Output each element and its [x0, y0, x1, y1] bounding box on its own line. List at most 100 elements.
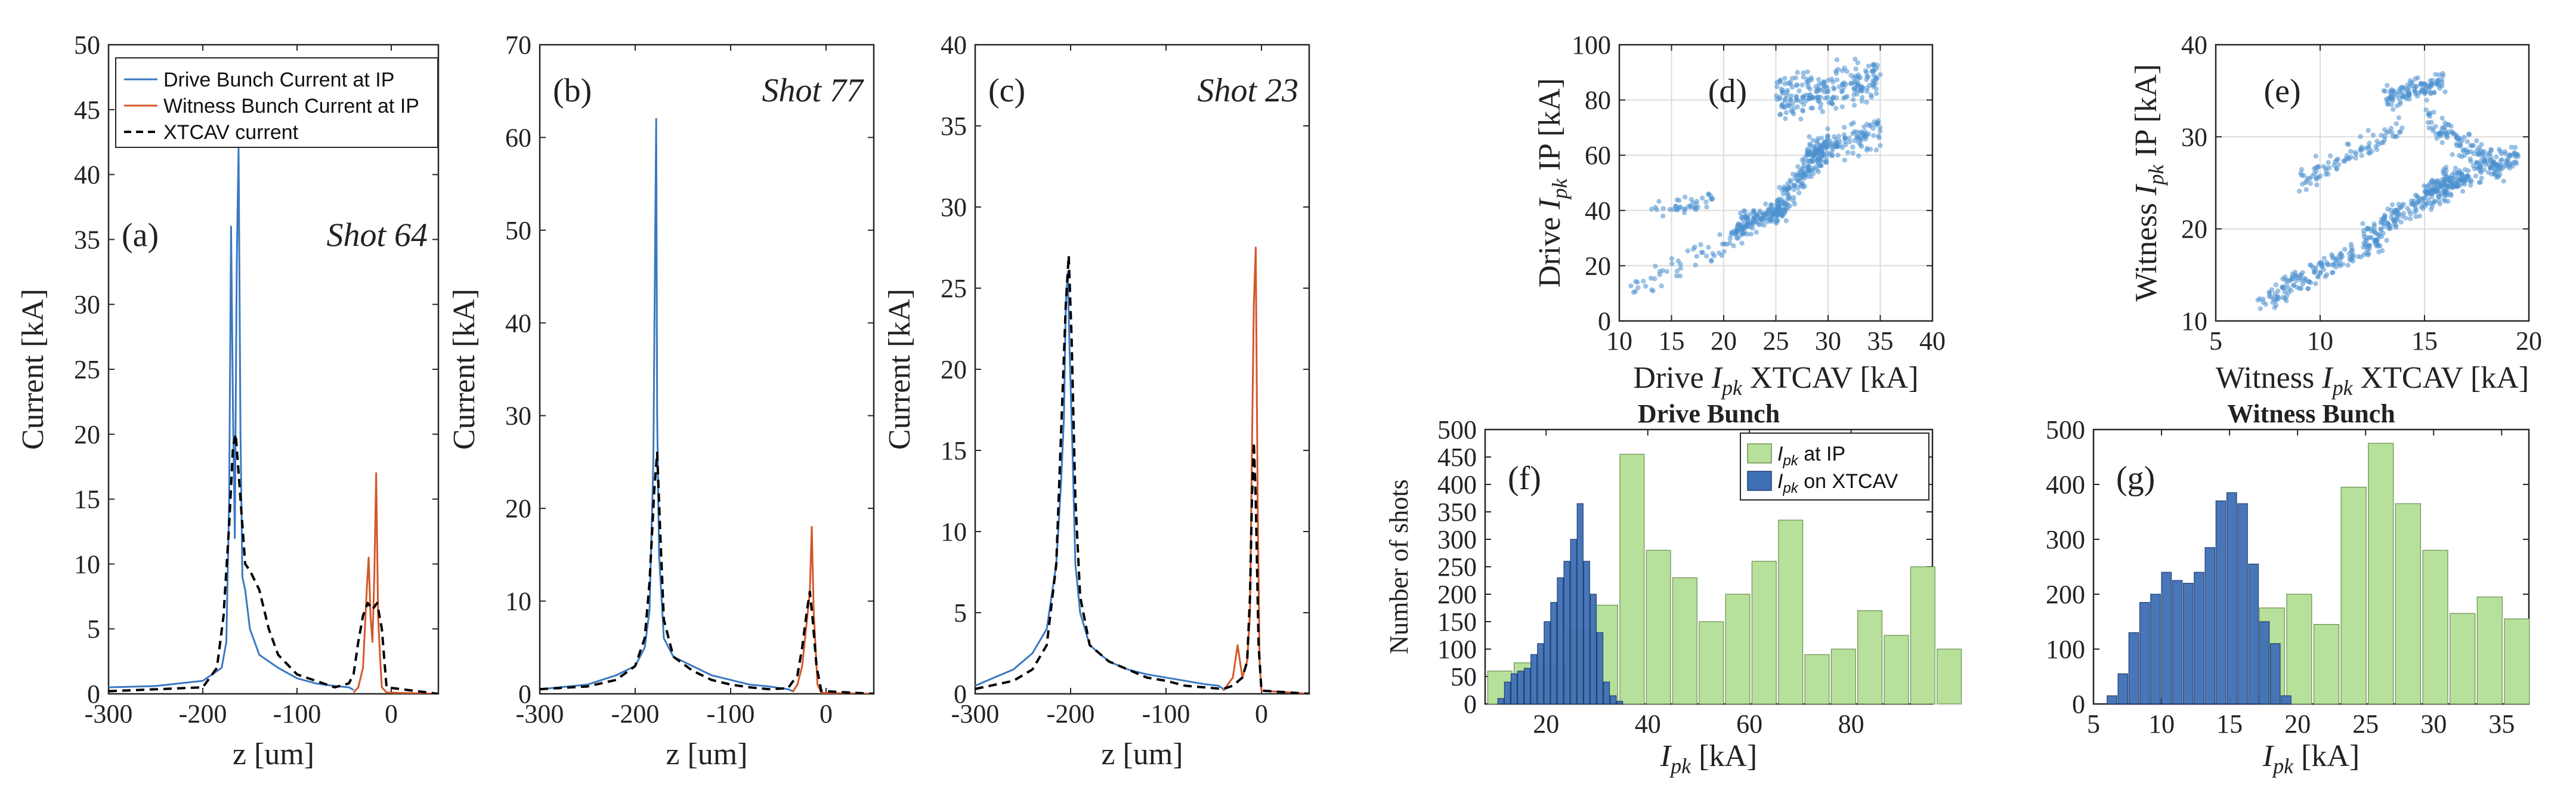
scatter-point-e — [2385, 206, 2391, 212]
scatter-point-e — [2371, 221, 2377, 227]
scatter-point-e — [2360, 221, 2365, 226]
scatter-point-d — [1819, 163, 1824, 168]
scatter-point-d — [1736, 221, 1741, 227]
bar-g-0-10 — [2368, 443, 2394, 705]
scatter-point-d — [1685, 248, 1690, 254]
scatter-point-d — [1791, 183, 1797, 189]
ytick-label-f-3: 150 — [1437, 607, 1477, 637]
scatter-point-d — [1839, 145, 1845, 150]
scatter-point-d — [1750, 226, 1755, 231]
xlabel-e-prefix: Witness — [2216, 361, 2322, 395]
series-line-b-2 — [540, 451, 874, 694]
ytick-label-e-2: 30 — [2181, 122, 2207, 152]
scatter-point-d — [1782, 105, 1787, 110]
scatter-point-d — [1751, 220, 1756, 226]
scatter-point-e — [2389, 102, 2394, 107]
scatter-point-d — [1774, 212, 1780, 218]
scatter-point-d — [1737, 211, 1743, 216]
scatter-point-d — [1808, 143, 1813, 148]
scatter-point-d — [1834, 57, 1840, 63]
panel-label-b: (b) — [553, 72, 592, 109]
bar-g-1-7 — [2183, 582, 2194, 705]
scatter-point-e — [2287, 278, 2293, 283]
scatter-point-e — [2462, 167, 2468, 172]
scatter-point-e — [2395, 92, 2400, 97]
scatter-point-e — [2423, 107, 2429, 113]
scatter-point-e — [2333, 256, 2339, 261]
scatter-point-e — [2367, 140, 2372, 146]
scatter-point-e — [2461, 147, 2466, 153]
ytick-label-f-9: 450 — [1437, 443, 1477, 472]
scatter-point-d — [1847, 135, 1852, 141]
scatter-point-d — [1677, 273, 1683, 279]
scatter-point-d — [1782, 187, 1788, 193]
bar-f-1-3 — [1517, 671, 1524, 705]
scatter-point-e — [2509, 144, 2514, 150]
scatter-point-d — [1863, 68, 1869, 73]
scatter-point-d — [1791, 187, 1797, 193]
scatter-point-e — [2263, 301, 2269, 307]
scatter-point-d — [1856, 153, 1861, 159]
bar-f-0-15 — [1884, 635, 1909, 705]
ylabel-b: Current [kA] — [447, 289, 481, 450]
scatter-point-e — [2349, 248, 2355, 253]
xtick-label-g-0: 5 — [2087, 709, 2100, 739]
panel-a: -300 -200 -100 0 0 5 10 15 20 25 30 35 40 45 50 (a) Shot… — [16, 30, 440, 771]
scatter-point-e — [2442, 89, 2448, 95]
scatter-point-d — [1745, 221, 1751, 226]
scatter-point-d — [1809, 77, 1814, 83]
ytick-label-b-2: 20 — [505, 494, 531, 523]
scatter-point-e — [2299, 166, 2305, 172]
scatter-point-e — [2408, 81, 2414, 86]
bar-f-1-6 — [1537, 643, 1544, 705]
scatter-point-d — [1758, 215, 1764, 221]
panel-b: -300 -200 -100 0 0 10 20 30 40 50 60 70 (b) Shot 77 z … — [447, 30, 875, 771]
bar-f-0-7 — [1672, 577, 1697, 705]
scatter-point-d — [1664, 268, 1669, 274]
scatter-point-e — [2314, 177, 2319, 182]
xlabel-c: z [um] — [1101, 737, 1183, 771]
scatter-point-d — [1641, 279, 1646, 284]
scatter-point-d — [1834, 77, 1840, 82]
ytick-label-d-4: 80 — [1585, 86, 1611, 115]
bar-g-0-7 — [2286, 594, 2312, 705]
panel-label-g: (g) — [2116, 460, 2155, 497]
scatter-point-d — [1793, 98, 1799, 103]
scatter-point-e — [2476, 165, 2482, 170]
scatter-point-e — [2456, 178, 2461, 184]
bar-f-0-12 — [1804, 654, 1830, 705]
scatter-point-d — [1782, 203, 1788, 209]
scatter-point-e — [2348, 149, 2354, 154]
scatter-point-e — [2364, 250, 2369, 256]
scatter-point-d — [1798, 116, 1804, 122]
scatter-point-d — [1810, 167, 1815, 173]
scatter-point-d — [1858, 84, 1864, 89]
scatter-point-e — [2382, 212, 2388, 218]
scatter-point-d — [1831, 85, 1836, 91]
scatter-point-e — [2317, 270, 2323, 275]
bar-g-1-2 — [2128, 632, 2139, 705]
scatter-point-d — [1804, 79, 1810, 85]
scatter-point-d — [1855, 84, 1860, 89]
scatter-point-d — [1833, 95, 1839, 100]
scatter-point-e — [2399, 125, 2405, 131]
scatter-point-d — [1839, 68, 1845, 73]
scatter-point-e — [2439, 140, 2445, 146]
scatter-point-d — [1709, 196, 1715, 201]
scatter-point-d — [1848, 81, 1854, 87]
xlabel-f: Ipk [kA] — [1660, 739, 1758, 778]
scatter-point-d — [1864, 88, 1870, 94]
hist-legend-swatch-1 — [1747, 471, 1772, 491]
xtick-label-d-3: 25 — [1763, 326, 1789, 356]
scatter-point-d — [1792, 201, 1798, 207]
panel-g: 5 10 15 20 25 30 35 0 100 200 300 400 500 Witness Bun… — [2046, 399, 2530, 778]
ytick-label-b-6: 60 — [505, 123, 531, 152]
scatter-point-e — [2426, 197, 2431, 203]
xtick-label-b-2: -100 — [707, 699, 755, 728]
panel-label-a: (a) — [122, 217, 159, 254]
scatter-point-e — [2512, 150, 2517, 155]
xlabel-g-suffix: [kA] — [2293, 739, 2359, 773]
ytick-label-g-4: 400 — [2046, 470, 2085, 499]
scatter-point-d — [1858, 88, 1864, 94]
bar-g-1-5 — [2161, 572, 2172, 705]
